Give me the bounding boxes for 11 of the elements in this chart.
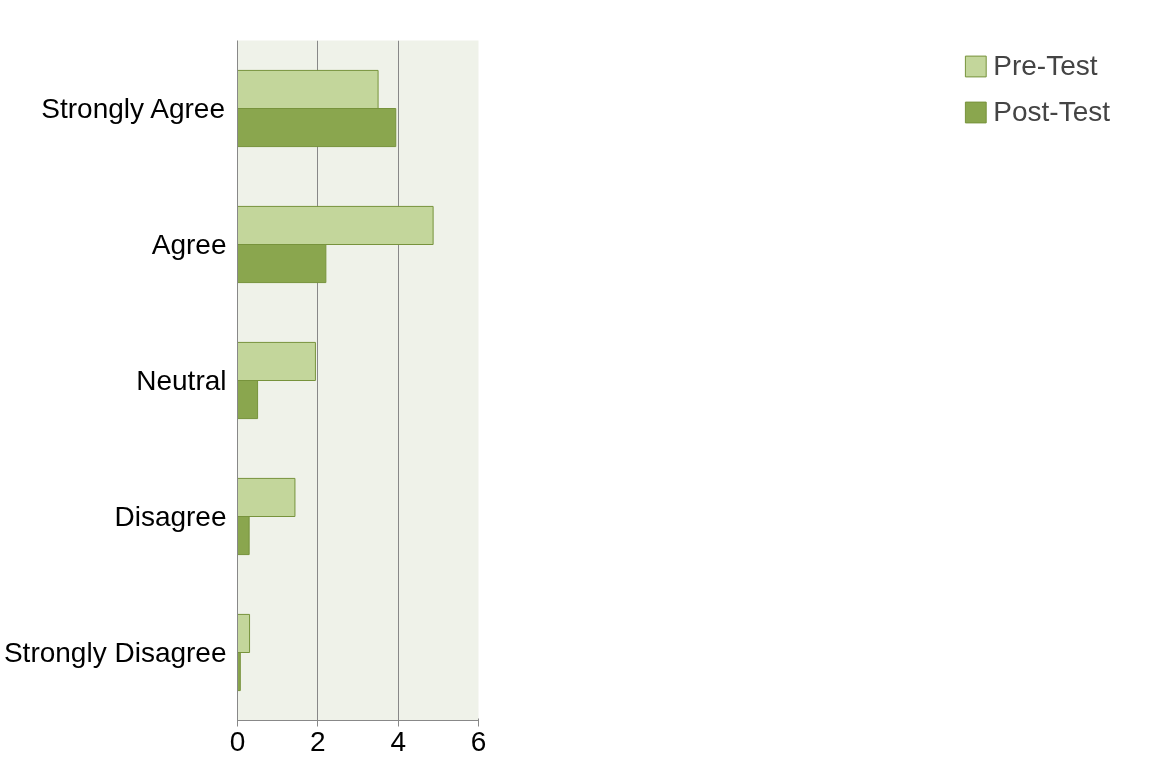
- y-tick-label: Agree: [151, 229, 227, 260]
- y-tick-label: Disagree: [114, 501, 227, 532]
- x-tick-label: 0: [229, 725, 246, 757]
- y-tick-label: Strongly Agree: [41, 93, 225, 124]
- x-tick-label: 6: [470, 725, 487, 757]
- x-tick-label: 2: [310, 725, 326, 757]
- y-tick-label: Neutral: [136, 365, 227, 396]
- legend-label: Post-Test: [993, 96, 1110, 128]
- legend-label: Pre-Test: [993, 50, 1098, 82]
- x-tick-label: 4: [390, 725, 406, 757]
- y-tick-label: Strongly Disagree: [3, 637, 227, 668]
